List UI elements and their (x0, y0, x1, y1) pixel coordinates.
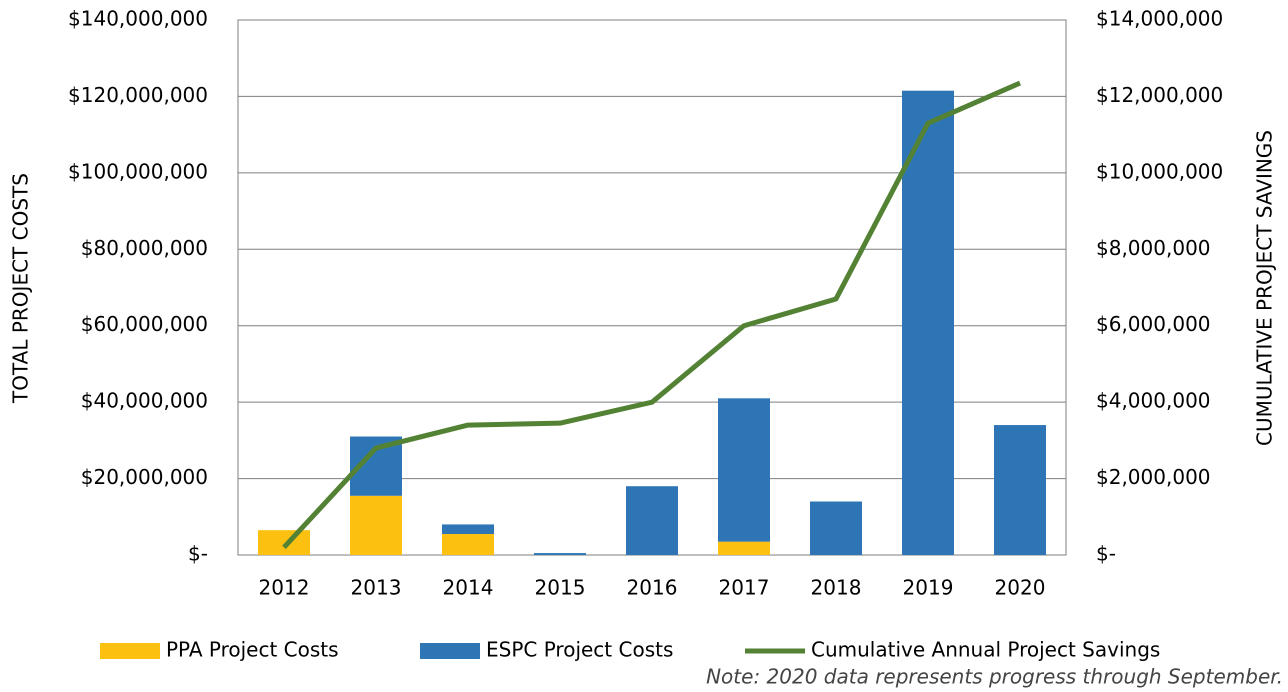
y2-tick-label: $- (1096, 542, 1116, 566)
legend-swatch (100, 643, 160, 659)
bar (258, 530, 310, 555)
y-axis-title: TOTAL PROJECT COSTS (9, 173, 33, 404)
legend-label: PPA Project Costs (166, 638, 339, 662)
y-tick-label: $80,000,000 (81, 236, 208, 260)
x-tick-label: 2014 (443, 576, 494, 600)
y-tick-label: $140,000,000 (68, 7, 208, 31)
bar (994, 425, 1046, 555)
bar (442, 533, 494, 555)
bar (810, 501, 862, 555)
y-tick-label: $40,000,000 (81, 389, 208, 413)
y2-tick-label: $14,000,000 (1096, 7, 1223, 31)
legend-label: ESPC Project Costs (486, 638, 673, 662)
y2-tick-label: $10,000,000 (1096, 159, 1223, 183)
y2-tick-label: $6,000,000 (1096, 312, 1211, 336)
y2-tick-label: $4,000,000 (1096, 389, 1211, 413)
bar (902, 90, 954, 556)
bar (534, 553, 586, 555)
bar (718, 541, 770, 555)
x-tick-label: 2020 (995, 576, 1046, 600)
bar (350, 495, 402, 555)
y2-tick-label: $2,000,000 (1096, 465, 1211, 489)
y-tick-label: $60,000,000 (81, 312, 208, 336)
line (282, 80, 1021, 550)
x-tick-label: 2012 (259, 576, 310, 600)
x-tick-label: 2017 (719, 576, 770, 600)
x-tick-label: 2016 (627, 576, 678, 600)
legend-swatch (420, 643, 480, 659)
y-tick-label: $100,000,000 (68, 159, 208, 183)
y-tick-label: $- (188, 542, 208, 566)
y-tick-label: $120,000,000 (68, 83, 208, 107)
y2-tick-label: $12,000,000 (1096, 83, 1223, 107)
bar (626, 486, 678, 555)
legend-label: Cumulative Annual Project Savings (811, 638, 1160, 662)
x-tick-label: 2013 (351, 576, 402, 600)
bar (718, 398, 770, 542)
y2-axis-title: CUMULATIVE PROJECT SAVINGS (1253, 130, 1277, 446)
y-tick-label: $20,000,000 (81, 465, 208, 489)
note: Note: 2020 data represents progress thro… (706, 665, 1283, 689)
x-tick-label: 2019 (903, 576, 954, 600)
x-tick-label: 2018 (811, 576, 862, 600)
x-tick-label: 2015 (535, 576, 586, 600)
y2-tick-label: $8,000,000 (1096, 236, 1211, 260)
bar (442, 524, 494, 534)
